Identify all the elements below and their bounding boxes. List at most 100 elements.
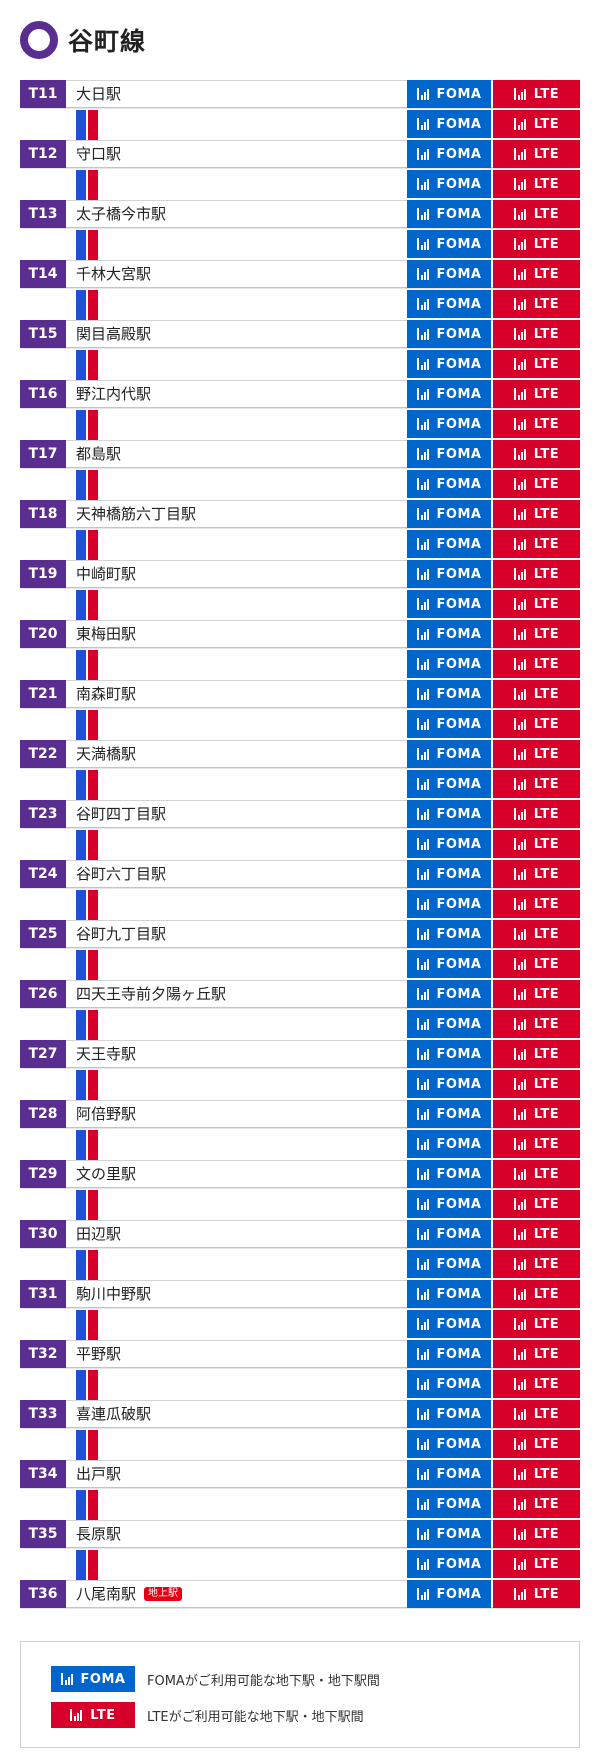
station-lte-badge: LTE	[493, 560, 580, 588]
rail-blue	[76, 1490, 86, 1520]
antenna-icon	[416, 148, 429, 160]
antenna-icon	[513, 718, 526, 730]
lte-label: LTE	[533, 536, 560, 552]
section-lte-badge: LTE	[493, 830, 580, 858]
station-name: 千林大宮駅	[76, 265, 152, 283]
line-header: 谷町線	[20, 20, 146, 60]
antenna-icon	[513, 868, 526, 880]
lte-label: LTE	[533, 1226, 560, 1242]
rail-red	[88, 1430, 98, 1460]
rail-red	[88, 1370, 98, 1400]
section-foma-badge: FOMA	[407, 1310, 491, 1338]
lte-label: LTE	[533, 1316, 560, 1332]
antenna-icon	[416, 598, 429, 610]
foma-label: FOMA	[436, 896, 482, 912]
section-lte-badge: LTE	[493, 1310, 580, 1338]
antenna-icon	[513, 268, 526, 280]
section-row: FOMA LTE	[20, 950, 580, 980]
section-row: FOMA LTE	[20, 1010, 580, 1040]
section-row: FOMA LTE	[20, 410, 580, 440]
ground-station-badge: 地上駅	[144, 1587, 183, 1601]
rail-blue	[76, 770, 86, 800]
antenna-icon	[416, 508, 429, 520]
antenna-icon	[513, 388, 526, 400]
antenna-icon	[513, 1348, 526, 1360]
rail-red	[88, 170, 98, 200]
station-row: T17 都島駅 FOMA LTE	[20, 440, 580, 470]
section-lte-badge: LTE	[493, 770, 580, 798]
station-row: T30 田辺駅 FOMA LTE	[20, 1220, 580, 1250]
antenna-icon	[416, 358, 429, 370]
antenna-icon	[416, 298, 429, 310]
antenna-icon	[416, 538, 429, 550]
rail-blue	[76, 530, 86, 560]
station-code: T33	[20, 1400, 66, 1428]
antenna-icon	[416, 1528, 429, 1540]
station-code: T20	[20, 620, 66, 648]
section-lte-badge: LTE	[493, 1070, 580, 1098]
antenna-icon	[416, 688, 429, 700]
section-foma-badge: FOMA	[407, 1370, 491, 1398]
lte-label: LTE	[533, 866, 560, 882]
antenna-icon	[513, 538, 526, 550]
antenna-icon	[70, 1709, 83, 1721]
foma-label: FOMA	[436, 1226, 482, 1242]
station-code: T36	[20, 1580, 66, 1608]
antenna-icon	[513, 808, 526, 820]
station-row: T32 平野駅 FOMA LTE	[20, 1340, 580, 1370]
lte-label: LTE	[533, 566, 560, 582]
antenna-icon	[513, 1108, 526, 1120]
section-lte-badge: LTE	[493, 950, 580, 978]
rail-blue	[76, 470, 86, 500]
section-row: FOMA LTE	[20, 1310, 580, 1340]
antenna-icon	[416, 448, 429, 460]
section-foma-badge: FOMA	[407, 1130, 491, 1158]
section-lte-badge: LTE	[493, 230, 580, 258]
antenna-icon	[416, 208, 429, 220]
station-code: T19	[20, 560, 66, 588]
foma-label: FOMA	[436, 386, 482, 402]
station-code: T34	[20, 1460, 66, 1488]
lte-label: LTE	[533, 1016, 560, 1032]
station-code: T28	[20, 1100, 66, 1128]
antenna-icon	[513, 1228, 526, 1240]
station-row: T14 千林大宮駅 FOMA LTE	[20, 260, 580, 290]
section-foma-badge: FOMA	[407, 1250, 491, 1278]
antenna-icon	[513, 1558, 526, 1570]
rail-red	[88, 1070, 98, 1100]
section-lte-badge: LTE	[493, 170, 580, 198]
rail-blue	[76, 1370, 86, 1400]
station-code: T16	[20, 380, 66, 408]
antenna-icon	[60, 1673, 73, 1685]
lte-label: LTE	[533, 1526, 560, 1542]
station-name-wrap: 阿倍野駅	[76, 1100, 136, 1128]
antenna-icon	[416, 478, 429, 490]
foma-label: FOMA	[436, 326, 482, 342]
station-name-wrap: 出戸駅	[76, 1460, 121, 1488]
rail-blue	[76, 950, 86, 980]
antenna-icon	[513, 1408, 526, 1420]
station-row: T33 喜連瓜破駅 FOMA LTE	[20, 1400, 580, 1430]
antenna-icon	[513, 1018, 526, 1030]
antenna-icon	[513, 448, 526, 460]
section-row: FOMA LTE	[20, 530, 580, 560]
station-row: T21 南森町駅 FOMA LTE	[20, 680, 580, 710]
rail-red	[88, 1250, 98, 1280]
antenna-icon	[416, 1258, 429, 1270]
antenna-icon	[513, 1318, 526, 1330]
station-lte-badge: LTE	[493, 680, 580, 708]
station-name: 大日駅	[76, 85, 122, 103]
station-code: T22	[20, 740, 66, 768]
station-code: T14	[20, 260, 66, 288]
antenna-icon	[416, 958, 429, 970]
antenna-icon	[513, 748, 526, 760]
antenna-icon	[416, 178, 429, 190]
station-name-wrap: 谷町九丁目駅	[76, 920, 166, 948]
lte-label: LTE	[533, 956, 560, 972]
section-row: FOMA LTE	[20, 350, 580, 380]
rail-red	[88, 770, 98, 800]
antenna-icon	[513, 778, 526, 790]
antenna-icon	[416, 1078, 429, 1090]
rail-blue	[76, 1070, 86, 1100]
section-lte-badge: LTE	[493, 1010, 580, 1038]
